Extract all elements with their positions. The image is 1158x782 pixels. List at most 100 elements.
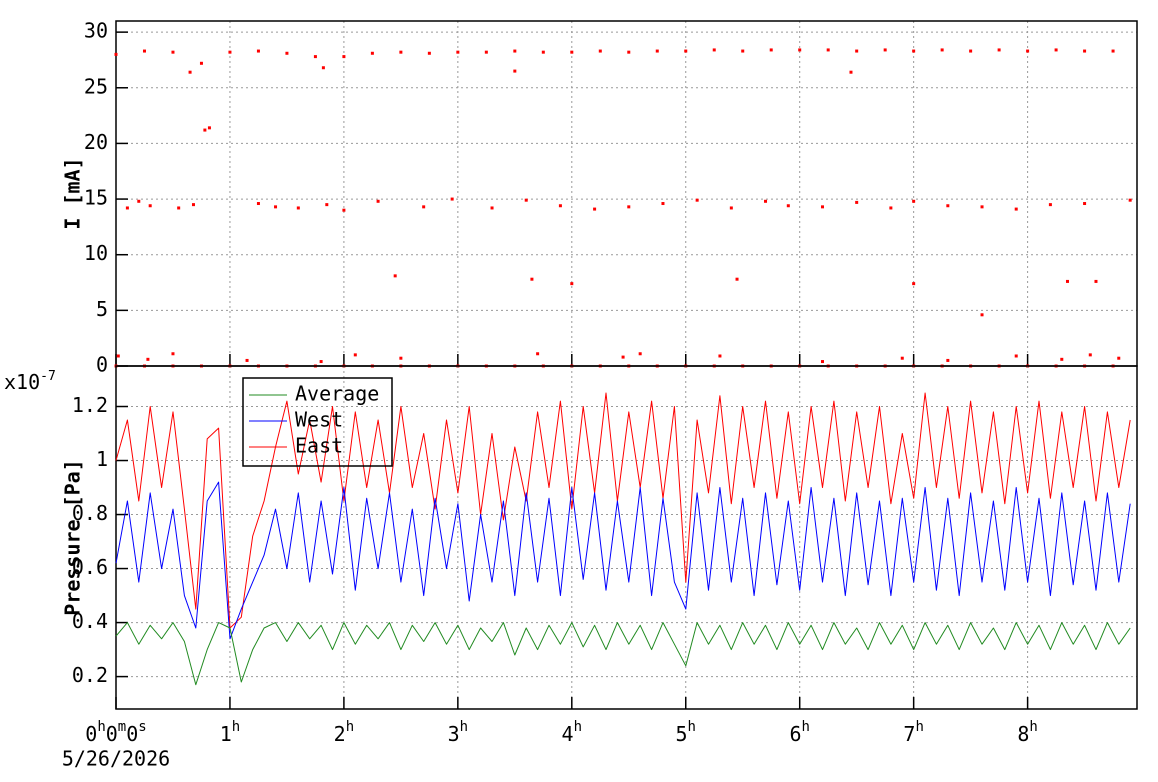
y-tick-label: 25 (84, 74, 108, 98)
legend-label: West (295, 408, 343, 432)
point (969, 49, 973, 53)
x-tick-label: 0h0m0s (85, 719, 146, 746)
point (171, 50, 175, 54)
point (116, 354, 120, 358)
point (940, 48, 944, 52)
x-tick-label: 3h (448, 719, 468, 746)
point (137, 199, 141, 203)
point (912, 199, 916, 203)
point (245, 358, 249, 362)
point (536, 352, 540, 356)
x-tick-label: 4h (562, 719, 582, 746)
point (256, 202, 260, 206)
point (627, 50, 631, 54)
point (786, 204, 790, 208)
point (889, 206, 893, 210)
y-tick-label: 0 (96, 353, 108, 377)
point (296, 206, 300, 210)
point (627, 205, 631, 209)
point (456, 50, 460, 54)
point (1014, 207, 1018, 211)
point (900, 356, 904, 360)
series-line (115, 622, 1131, 686)
point (399, 356, 403, 360)
y-multiplier: x10-7 (4, 369, 56, 394)
y-tick-label: 0.4 (72, 609, 108, 633)
point (427, 51, 431, 55)
y-tick-label: 0.6 (72, 555, 108, 579)
point (798, 48, 802, 52)
point (980, 313, 984, 317)
point (912, 49, 916, 53)
point (1088, 353, 1092, 357)
y-tick-label: 20 (84, 130, 108, 154)
point (207, 126, 211, 130)
point (353, 353, 357, 357)
point (855, 200, 859, 204)
point (1117, 356, 1121, 360)
point (570, 282, 574, 286)
point (325, 203, 329, 207)
point (826, 48, 830, 52)
x-sublabel: 5/26/2026 (62, 747, 170, 771)
y-axis-title: Pressure [Pa] (61, 459, 85, 616)
point (912, 282, 916, 286)
point (638, 352, 642, 356)
y-tick-label: 15 (84, 186, 108, 210)
point (946, 358, 950, 362)
point (1083, 49, 1087, 53)
point (399, 50, 403, 54)
point (695, 198, 699, 202)
point (256, 49, 260, 53)
point (1060, 357, 1064, 361)
x-tick-label: 2h (334, 719, 354, 746)
point (1111, 49, 1115, 53)
point (285, 51, 289, 55)
y-tick-label: 5 (96, 297, 108, 321)
point (125, 206, 129, 210)
point (769, 48, 773, 52)
legend-label: East (295, 434, 343, 458)
point (1014, 354, 1018, 358)
point (735, 277, 739, 281)
point (1054, 48, 1058, 52)
x-tick-label: 6h (789, 719, 809, 746)
point (883, 48, 887, 52)
point (513, 69, 517, 73)
y-multiplier-base: x10 (4, 370, 40, 394)
point (980, 205, 984, 209)
point (203, 128, 207, 132)
point (684, 49, 688, 53)
point (1065, 279, 1069, 283)
point (199, 61, 203, 65)
y-tick-label: 10 (84, 241, 108, 265)
point (530, 277, 534, 281)
point (177, 206, 181, 210)
point (171, 352, 175, 356)
point (274, 205, 278, 209)
point (191, 203, 195, 207)
point (718, 354, 722, 358)
point (661, 202, 665, 206)
point (1048, 203, 1052, 207)
point (228, 50, 232, 54)
x-tick-label: 5h (676, 719, 696, 746)
series-line (115, 392, 1131, 629)
point (820, 205, 824, 209)
point (376, 199, 380, 203)
point (422, 205, 426, 209)
y-tick-label: 1 (96, 447, 108, 471)
point (849, 70, 853, 74)
point (114, 52, 118, 56)
point (820, 360, 824, 364)
point (729, 206, 733, 210)
point (146, 357, 150, 361)
point (1083, 202, 1087, 206)
point (313, 55, 317, 59)
point (570, 50, 574, 54)
point (342, 208, 346, 212)
point (1128, 198, 1132, 202)
point (513, 49, 517, 53)
